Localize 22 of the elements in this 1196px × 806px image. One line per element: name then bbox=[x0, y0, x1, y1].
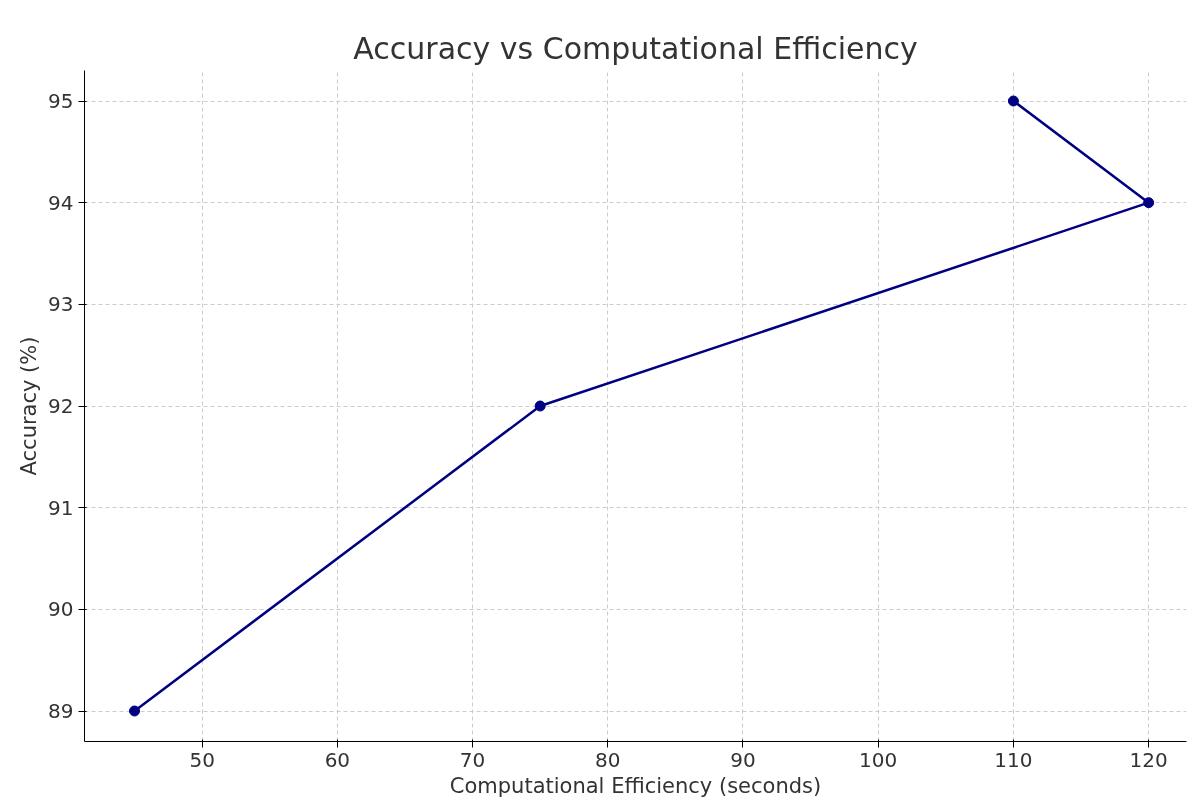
point bbox=[534, 400, 546, 412]
x-tick-label: 90 bbox=[730, 747, 756, 772]
point bbox=[1007, 95, 1019, 107]
y-tick-label: 90 bbox=[48, 597, 74, 622]
y-tick-label: 91 bbox=[48, 495, 74, 520]
x-tick-label: 50 bbox=[189, 747, 215, 772]
x-tick-label: 60 bbox=[324, 747, 351, 772]
y-tick-label: 93 bbox=[48, 292, 74, 317]
x-tick-label: 100 bbox=[859, 747, 898, 772]
y-tick-label: 94 bbox=[48, 190, 74, 215]
y-tick-label: 92 bbox=[48, 394, 74, 418]
y-tick-label: 95 bbox=[48, 89, 74, 113]
point bbox=[1143, 197, 1155, 209]
x-tick-label: 80 bbox=[595, 747, 621, 772]
chart-title: Accuracy vs Computational Efficiency bbox=[353, 30, 918, 66]
x-axis-title: Computational Efficiency (seconds) bbox=[449, 773, 822, 798]
x-tick-label: 70 bbox=[459, 747, 486, 772]
y-axis-title: Accuracy (%) bbox=[17, 336, 42, 476]
x-tick-label: 120 bbox=[1129, 747, 1168, 772]
point bbox=[129, 705, 141, 717]
y-tick-label: 89 bbox=[48, 699, 74, 723]
x-tick-label: 110 bbox=[994, 747, 1033, 772]
